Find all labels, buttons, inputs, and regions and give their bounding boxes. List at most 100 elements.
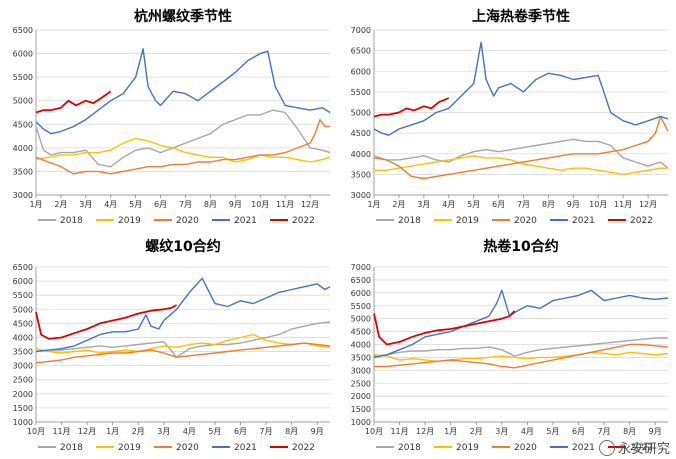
- y-tick-label: 4500: [13, 120, 33, 129]
- x-tick-label: 12月: [301, 200, 319, 209]
- legend-label-2021: 2021: [234, 443, 257, 453]
- y-tick-label: 4000: [351, 341, 371, 350]
- series-line-2019: [374, 155, 668, 176]
- x-tick-label: 8月: [542, 200, 555, 209]
- y-tick-label: 3500: [13, 348, 33, 357]
- series-line-2021: [35, 48, 331, 135]
- series-line-2018: [35, 109, 331, 168]
- x-tick-label: 4月: [104, 200, 117, 209]
- wechat-logo-icon: [598, 440, 615, 456]
- x-tick-label: 3月: [79, 200, 92, 209]
- y-tick-label: 1000: [351, 418, 371, 427]
- y-tick-label: 4500: [351, 129, 371, 138]
- chart-panel-hrc-oct-contract: 热卷10合约 1000 1500 2000 2500 3000 3500 4000 4500 50…: [338, 230, 676, 459]
- series-line-2019: [35, 137, 331, 163]
- y-tick-label: 3000: [13, 362, 33, 371]
- x-tick-label: 12月: [416, 427, 434, 436]
- y-tick-label: 7000: [351, 26, 371, 35]
- y-tick-label: 5500: [351, 88, 371, 97]
- x-tick-label: 4月: [183, 427, 196, 436]
- series-line-2020: [35, 118, 330, 175]
- y-tick-label: 5500: [13, 73, 33, 82]
- x-tick-label: 2月: [132, 427, 145, 436]
- y-tick-label: 3000: [351, 191, 371, 200]
- y-tick-label: 6000: [13, 277, 33, 286]
- series-line-2019: [35, 333, 331, 354]
- series-line-2018: [35, 321, 331, 358]
- y-tick-label: 3500: [13, 167, 33, 176]
- x-tick-label: 3月: [495, 427, 508, 436]
- x-tick-label: 6月: [234, 427, 247, 436]
- x-tick-label: 9月: [229, 200, 242, 209]
- x-tick-label: 1月: [29, 200, 42, 209]
- y-tick-label: 5000: [13, 97, 33, 106]
- series-line-2018: [373, 337, 668, 357]
- legend-label-2020: 2020: [176, 216, 199, 226]
- legend-label-2022: 2022: [630, 216, 653, 226]
- legend-label-2022: 2022: [630, 443, 653, 453]
- y-tick-label: 5000: [351, 109, 371, 118]
- legend-label-2021: 2021: [234, 216, 257, 226]
- y-tick-label: 4000: [13, 333, 33, 342]
- x-tick-label: 9月: [649, 427, 662, 436]
- legend-label-2021: 2021: [572, 216, 595, 226]
- y-tick-label: 4500: [13, 319, 33, 328]
- x-tick-label: 3月: [157, 427, 170, 436]
- x-tick-label: 9月: [311, 427, 324, 436]
- y-tick-label: 5000: [13, 305, 33, 314]
- y-tick-label: 5500: [13, 291, 33, 300]
- y-tick-label: 6000: [13, 50, 33, 59]
- x-tick-label: 4月: [442, 200, 455, 209]
- y-tick-label: 4500: [351, 328, 371, 337]
- y-tick-label: 4000: [351, 150, 371, 159]
- series-line-2022: [373, 310, 516, 346]
- y-tick-label: 3500: [351, 170, 371, 179]
- y-tick-label: 6500: [13, 263, 33, 272]
- chart-title: 上海热卷季节性: [472, 8, 570, 25]
- x-tick-label: 4月: [521, 427, 534, 436]
- x-tick-label: 8月: [285, 427, 298, 436]
- x-tick-label: 6月: [492, 200, 505, 209]
- series-line-2022: [35, 90, 112, 114]
- series-line-2021: [35, 277, 331, 353]
- legend-label-2018: 2018: [398, 443, 421, 453]
- y-tick-label: 7000: [351, 263, 371, 272]
- y-tick-label: 5000: [351, 315, 371, 324]
- x-tick-label: 10月: [27, 427, 45, 436]
- x-tick-label: 10月: [251, 200, 269, 209]
- chart-panel-hangzhou-rebar-seasonality: 杭州螺纹季节性 3000 3500 4000 4500 5000 5500 6000 6500 1…: [0, 0, 338, 229]
- legend-label-2022: 2022: [292, 443, 315, 453]
- x-tick-label: 1月: [367, 200, 380, 209]
- series-line-2018: [373, 138, 669, 169]
- chart-rebar-oct-contract: 螺纹10合约 1000 1500 2000 2500 3000 3500 4000 4500 50…: [13, 238, 331, 453]
- x-tick-label: 5月: [129, 200, 142, 209]
- legend-label-2018: 2018: [60, 443, 83, 453]
- x-tick-label: 1月: [444, 427, 457, 436]
- x-tick-label: 8月: [204, 200, 217, 209]
- legend-label-2018: 2018: [398, 216, 421, 226]
- chart-hrc-oct-contract: 热卷10合约 1000 1500 2000 2500 3000 3500 4000 4500 50…: [351, 238, 669, 453]
- y-tick-label: 1000: [13, 418, 33, 427]
- legend-label-2020: 2020: [176, 443, 199, 453]
- x-tick-label: 2月: [392, 200, 405, 209]
- chart-panel-rebar-oct-contract: 螺纹10合约 1000 1500 2000 2500 3000 3500 4000 4500 50…: [0, 230, 338, 459]
- x-tick-label: 11月: [614, 200, 632, 209]
- series-line-2020: [373, 115, 669, 180]
- x-tick-label: 5月: [546, 427, 559, 436]
- series-line-2019: [373, 351, 669, 363]
- x-tick-label: 11月: [390, 427, 408, 436]
- x-tick-label: 1月: [106, 427, 119, 436]
- y-tick-label: 5500: [351, 302, 371, 311]
- y-tick-label: 6500: [351, 276, 371, 285]
- x-tick-label: 2月: [54, 200, 67, 209]
- x-tick-label: 5月: [208, 427, 221, 436]
- x-tick-label: 11月: [52, 427, 70, 436]
- y-tick-label: 6500: [351, 47, 371, 56]
- x-tick-label: 6月: [572, 427, 585, 436]
- legend-label-2020: 2020: [514, 443, 537, 453]
- x-tick-label: 9月: [567, 200, 580, 209]
- y-tick-label: 2500: [351, 379, 371, 388]
- y-tick-label: 2000: [13, 390, 33, 399]
- x-tick-label: 2月: [470, 427, 483, 436]
- series-line-2022: [373, 97, 450, 118]
